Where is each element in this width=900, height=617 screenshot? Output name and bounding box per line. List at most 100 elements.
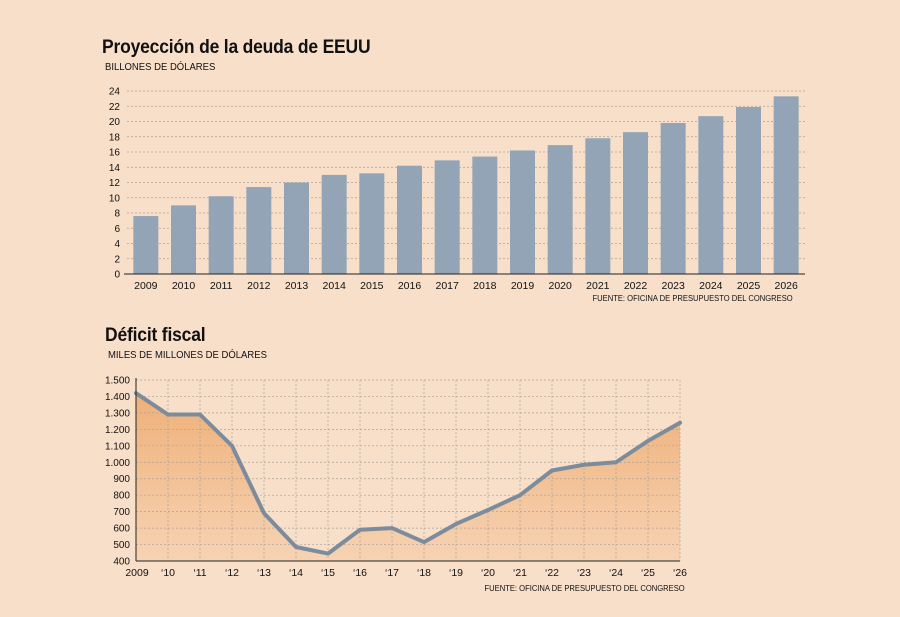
y-tick-label: 24	[109, 87, 121, 98]
x-tick-label: ‘17	[385, 567, 399, 579]
data-point-‘21	[518, 493, 522, 497]
y-tick-label: 8	[114, 209, 120, 220]
bar-2013	[284, 182, 309, 274]
x-tick-label: ‘13	[257, 567, 271, 579]
bar-2019	[510, 150, 535, 274]
y-tick-label: 2	[114, 254, 120, 265]
bar-2010	[171, 205, 196, 274]
data-point-‘14	[294, 545, 298, 549]
data-point-‘23	[582, 463, 586, 467]
x-tick-label: 2021	[586, 280, 610, 292]
y-tick-label: 1.200	[105, 425, 130, 436]
data-point-‘15	[326, 552, 330, 556]
y-tick-label: 0	[114, 270, 120, 281]
y-tick-label: 500	[113, 540, 130, 551]
x-tick-label: ‘15	[321, 567, 335, 579]
x-tick-label: 2009	[125, 567, 149, 579]
y-tick-label: 700	[113, 507, 130, 518]
y-tick-label: 900	[113, 474, 130, 485]
y-tick-label: 800	[113, 491, 130, 502]
data-point-‘13	[262, 511, 266, 515]
bar-2022	[623, 132, 648, 274]
data-point-‘22	[550, 469, 554, 473]
bar-2017	[434, 160, 460, 274]
bar-2015	[359, 173, 385, 274]
x-tick-label: 2025	[737, 280, 761, 292]
y-tick-label: 20	[109, 117, 121, 128]
x-tick-label: ‘26	[673, 567, 687, 579]
bar-2020	[547, 145, 573, 274]
debt-chart-ylabel: BILLONES DE DÓLARES	[105, 62, 216, 73]
y-tick-label: 400	[113, 557, 130, 568]
x-tick-label: ‘20	[481, 567, 495, 579]
data-point-‘16	[358, 528, 362, 532]
bar-2009	[133, 216, 159, 274]
bar-2024	[698, 116, 724, 274]
data-point-‘26	[678, 421, 682, 425]
x-tick-label: 2018	[473, 280, 497, 292]
x-tick-label: 2017	[435, 280, 459, 292]
y-tick-label: 14	[109, 163, 121, 174]
data-point-‘20	[486, 508, 490, 512]
bar-2014	[321, 174, 347, 274]
x-tick-label: 2015	[360, 280, 384, 292]
x-tick-label: 2020	[548, 280, 572, 292]
data-point-‘19	[454, 522, 458, 526]
x-tick-label: 2012	[247, 280, 271, 292]
data-point-‘17	[390, 526, 394, 530]
data-point-‘10	[166, 413, 170, 417]
bar-2025	[736, 107, 761, 274]
x-tick-label: 2022	[624, 280, 648, 292]
x-tick-label: ‘16	[353, 567, 367, 579]
data-point-‘25	[646, 439, 650, 443]
x-tick-label: ‘18	[417, 567, 431, 579]
y-tick-label: 10	[109, 193, 121, 204]
debt-chart-source: FUENTE: OFICINA DE PRESUPUESTO DEL CONGR…	[592, 294, 793, 303]
bar-2023	[660, 123, 686, 275]
x-tick-label: 2026	[774, 280, 798, 292]
y-tick-label: 12	[109, 178, 121, 189]
x-tick-label: 2010	[172, 280, 196, 292]
x-tick-label: ‘19	[449, 567, 463, 579]
x-tick-label: 2023	[661, 280, 685, 292]
y-tick-label: 4	[114, 239, 120, 250]
deficit-line	[134, 391, 682, 556]
x-tick-label: ‘11	[193, 567, 206, 579]
x-tick-label: 2013	[285, 280, 309, 292]
bar-2026	[773, 96, 799, 275]
x-tick-label: ‘12	[225, 567, 239, 579]
x-tick-label: 2024	[699, 280, 723, 292]
deficit-chart-source: FUENTE: OFICINA DE PRESUPUESTO DEL CONGR…	[484, 584, 685, 593]
debt-chart-title: Proyección de la deuda de EEUU	[102, 37, 371, 58]
bar-2012	[246, 187, 272, 274]
y-tick-label: 16	[109, 148, 121, 159]
data-point-‘12	[230, 444, 234, 448]
x-tick-label: ‘10	[161, 567, 175, 579]
x-tick-label: ‘25	[641, 567, 655, 579]
bar-2021	[585, 138, 611, 274]
y-tick-label: 22	[109, 102, 121, 113]
data-point-‘24	[614, 460, 618, 464]
data-point-‘18	[422, 540, 426, 544]
deficit-area	[136, 393, 680, 561]
y-tick-label: 1.000	[105, 458, 130, 469]
data-point-‘11	[198, 413, 202, 417]
x-tick-label: ‘14	[289, 567, 303, 579]
y-tick-label: 1.500	[105, 376, 130, 387]
y-tick-label: 1.400	[105, 392, 130, 403]
x-tick-label: ‘22	[545, 567, 559, 579]
bar-2011	[208, 196, 234, 274]
y-tick-label: 1.300	[105, 408, 130, 419]
y-tick-label: 18	[109, 132, 121, 143]
y-tick-label: 600	[113, 524, 130, 535]
x-tick-label: 2009	[134, 280, 158, 292]
bar-2016	[397, 165, 422, 274]
x-tick-label: 2016	[398, 280, 422, 292]
y-tick-label: 6	[114, 224, 120, 235]
x-tick-label: ‘23	[577, 567, 591, 579]
bar-2018	[472, 156, 498, 274]
deficit-chart-ylabel: MILES DE MILLONES DE DÓLARES	[108, 350, 267, 361]
x-tick-label: ‘21	[513, 567, 527, 579]
